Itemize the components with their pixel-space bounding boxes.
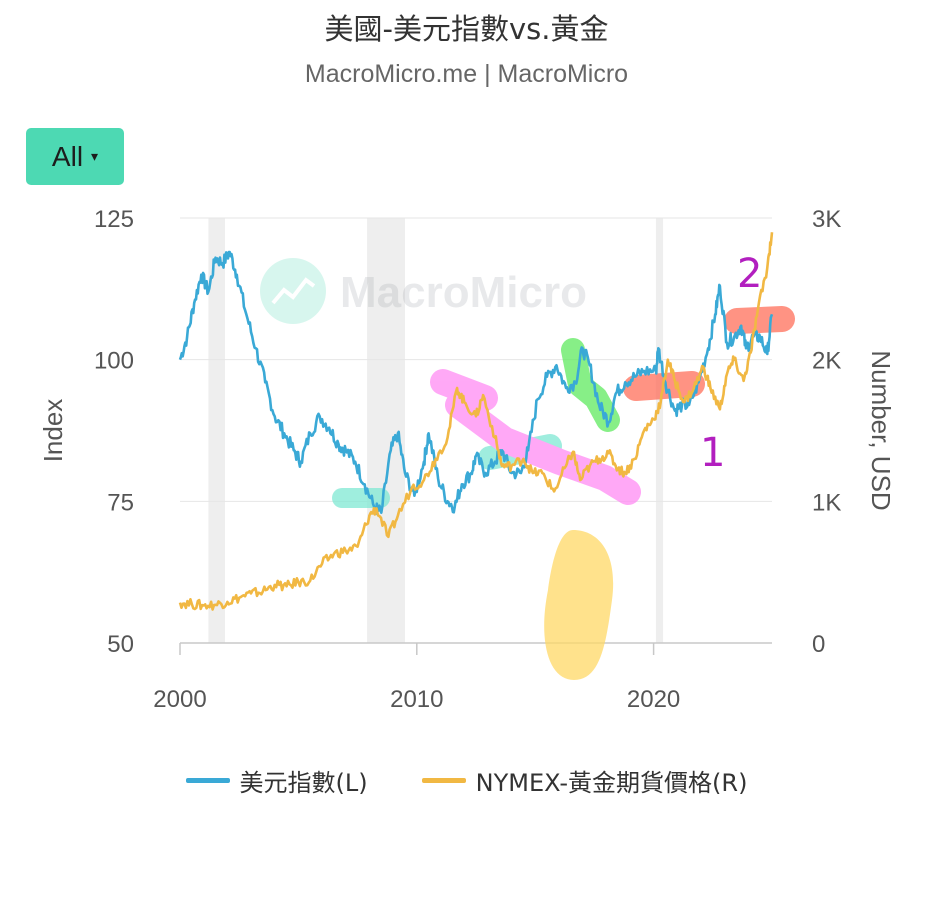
- recession-band-0: [208, 218, 225, 643]
- chart-logo-icon: [260, 258, 326, 324]
- x-tick-label: 2010: [390, 686, 443, 713]
- series-lines: [178, 232, 774, 611]
- y-left-tick-label: 125: [94, 206, 134, 233]
- watermark-text: MacroMicro: [340, 268, 587, 317]
- watermark: MacroMicro: [260, 258, 587, 324]
- x-tick-label: 2000: [153, 686, 206, 713]
- recession-band-2: [655, 218, 664, 643]
- legend-item-usd-index[interactable]: 美元指數(L): [185, 763, 368, 798]
- y-right-axis-title: Number, USD: [866, 350, 896, 510]
- legend-item-gold[interactable]: NYMEX-黃金期貨價格(R): [421, 763, 748, 798]
- chart-title: 美國-美元指數vs.黃金: [324, 12, 609, 46]
- y-left-tick-label: 50: [107, 631, 134, 658]
- y-right-tick-label: 2K: [812, 348, 841, 375]
- highlight-marks: [332, 306, 795, 680]
- legend-label-usd-index: 美元指數(L): [239, 769, 368, 797]
- chart-canvas: MacroMicro 50 75 100 125 0 1K 2K 3K 2000 2010 2020…: [38, 206, 896, 713]
- highlight-yellow-blob: [544, 530, 614, 680]
- axes: 50 75 100 125 0 1K 2K 3K 2000 2010 2020 Index Number…: [38, 206, 896, 713]
- chart-subtitle: MacroMicro.me | MacroMicro: [304, 60, 629, 88]
- legend-label-gold: NYMEX-黃金期貨價格(R): [475, 769, 748, 797]
- highlight-pink-2012-2018: [430, 369, 641, 505]
- y-left-axis-title: Index: [38, 399, 68, 463]
- y-right-tick-label: 0: [812, 631, 825, 658]
- chevron-down-icon: ▾: [91, 148, 99, 164]
- range-selector-button[interactable]: All ▾: [26, 128, 124, 185]
- y-right-tick-label: 3K: [812, 206, 841, 233]
- range-selector-label: All: [51, 140, 84, 172]
- highlight-red-2024: [724, 306, 795, 334]
- y-right-tick-label: 1K: [812, 489, 841, 516]
- y-left-tick-label: 75: [107, 489, 134, 516]
- y-left-tick-label: 100: [94, 348, 134, 375]
- recession-bands: [208, 218, 664, 643]
- legend-swatch-usd-index: [185, 778, 230, 783]
- x-tick-label: 2020: [627, 686, 680, 713]
- series-line-gold: [178, 232, 774, 611]
- legend: 美元指數(L) NYMEX-黃金期貨價格(R): [0, 763, 933, 798]
- annotation-label-1: 1: [700, 430, 725, 476]
- recession-band-1: [367, 218, 405, 643]
- annotation-label-2: 2: [737, 251, 762, 297]
- legend-swatch-gold: [421, 778, 466, 783]
- watermark-line-icon: [271, 277, 316, 305]
